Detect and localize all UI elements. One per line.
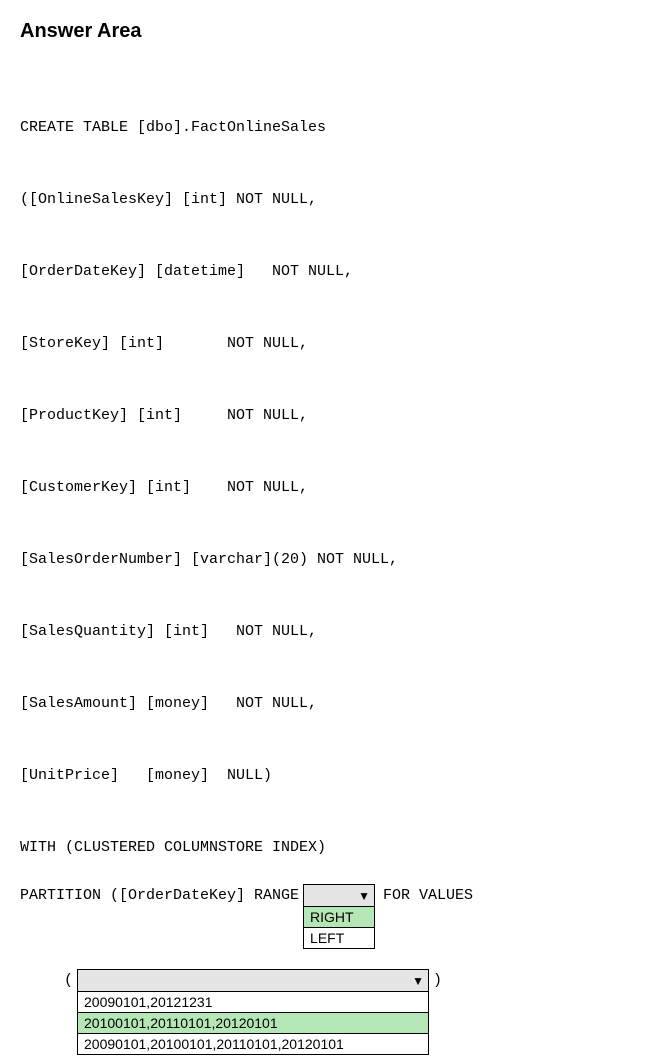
code-line: ([OnlineSalesKey] [int] NOT NULL,	[20, 188, 630, 212]
code-line: [SalesQuantity] [int] NOT NULL,	[20, 620, 630, 644]
open-paren: (	[64, 969, 73, 993]
chevron-down-icon: ▼	[358, 890, 370, 902]
code-line: [UnitPrice] [money] NULL)	[20, 764, 630, 788]
chevron-down-icon: ▼	[412, 975, 424, 987]
code-line: [OrderDateKey] [datetime] NOT NULL,	[20, 260, 630, 284]
dropdown-option-left[interactable]: LEFT	[304, 928, 374, 948]
dropdown-option-values-2[interactable]: 20100101,20110101,20120101	[78, 1013, 428, 1034]
partition-prefix: PARTITION ([OrderDateKey] RANGE	[20, 884, 299, 908]
dropdown-option-values-3[interactable]: 20090101,20100101,20110101,20120101	[78, 1034, 428, 1054]
code-line: WITH (CLUSTERED COLUMNSTORE INDEX)	[20, 836, 630, 860]
dropdown-header[interactable]: ▼	[304, 885, 374, 907]
values-dropdown[interactable]: ▼ 20090101,20121231 20100101,20110101,20…	[77, 969, 429, 1055]
page-title: Answer Area	[20, 20, 630, 43]
code-line: [SalesOrderNumber] [varchar](20) NOT NUL…	[20, 548, 630, 572]
close-paren: )	[433, 969, 442, 993]
range-direction-dropdown[interactable]: ▼ RIGHT LEFT	[303, 884, 375, 949]
code-line: [StoreKey] [int] NOT NULL,	[20, 332, 630, 356]
values-row: ( ▼ 20090101,20121231 20100101,20110101,…	[60, 969, 630, 1055]
code-line: [SalesAmount] [money] NOT NULL,	[20, 692, 630, 716]
sql-code-block: CREATE TABLE [dbo].FactOnlineSales ([Onl…	[20, 68, 630, 884]
dropdown-header[interactable]: ▼	[78, 970, 428, 992]
code-line: CREATE TABLE [dbo].FactOnlineSales	[20, 116, 630, 140]
code-line: [ProductKey] [int] NOT NULL,	[20, 404, 630, 428]
dropdown-option-right[interactable]: RIGHT	[304, 907, 374, 928]
partition-line: PARTITION ([OrderDateKey] RANGE ▼ RIGHT …	[20, 884, 630, 949]
code-line: [CustomerKey] [int] NOT NULL,	[20, 476, 630, 500]
partition-suffix: FOR VALUES	[383, 884, 473, 908]
dropdown-option-values-1[interactable]: 20090101,20121231	[78, 992, 428, 1013]
